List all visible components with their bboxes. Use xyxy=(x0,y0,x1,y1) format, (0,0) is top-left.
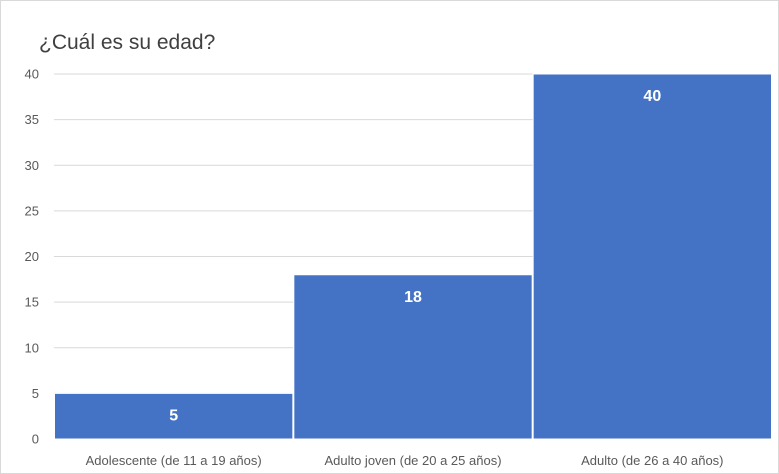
x-axis-ticks: Adolescente (de 11 a 19 años) Adulto jove… xyxy=(86,453,724,468)
bar xyxy=(54,392,294,440)
y-tick-label: 30 xyxy=(25,158,39,173)
y-tick-label: 0 xyxy=(32,432,39,447)
bars: 5 18 40 xyxy=(54,73,773,440)
y-tick-label: 5 xyxy=(32,386,39,401)
bar xyxy=(293,274,533,440)
x-tick-label: Adulto joven (de 20 a 25 años) xyxy=(324,453,501,468)
y-tick-label: 20 xyxy=(25,249,39,264)
x-tick-label: Adulto (de 26 a 40 años) xyxy=(581,453,723,468)
x-tick-label: Adolescente (de 11 a 19 años) xyxy=(86,453,262,468)
y-tick-label: 10 xyxy=(25,340,39,355)
bar-value-label: 40 xyxy=(643,88,661,105)
bar-value-label: 18 xyxy=(404,289,422,306)
y-tick-label: 40 xyxy=(25,67,39,82)
chart-title: ¿Cuál es su edad? xyxy=(39,31,216,54)
y-axis-ticks: 0 5 10 15 20 25 30 35 40 xyxy=(25,67,39,447)
y-tick-label: 25 xyxy=(25,203,39,218)
y-tick-label: 15 xyxy=(25,295,39,310)
y-tick-label: 35 xyxy=(25,112,39,127)
bar xyxy=(532,73,773,440)
bar-value-label: 5 xyxy=(169,407,178,424)
